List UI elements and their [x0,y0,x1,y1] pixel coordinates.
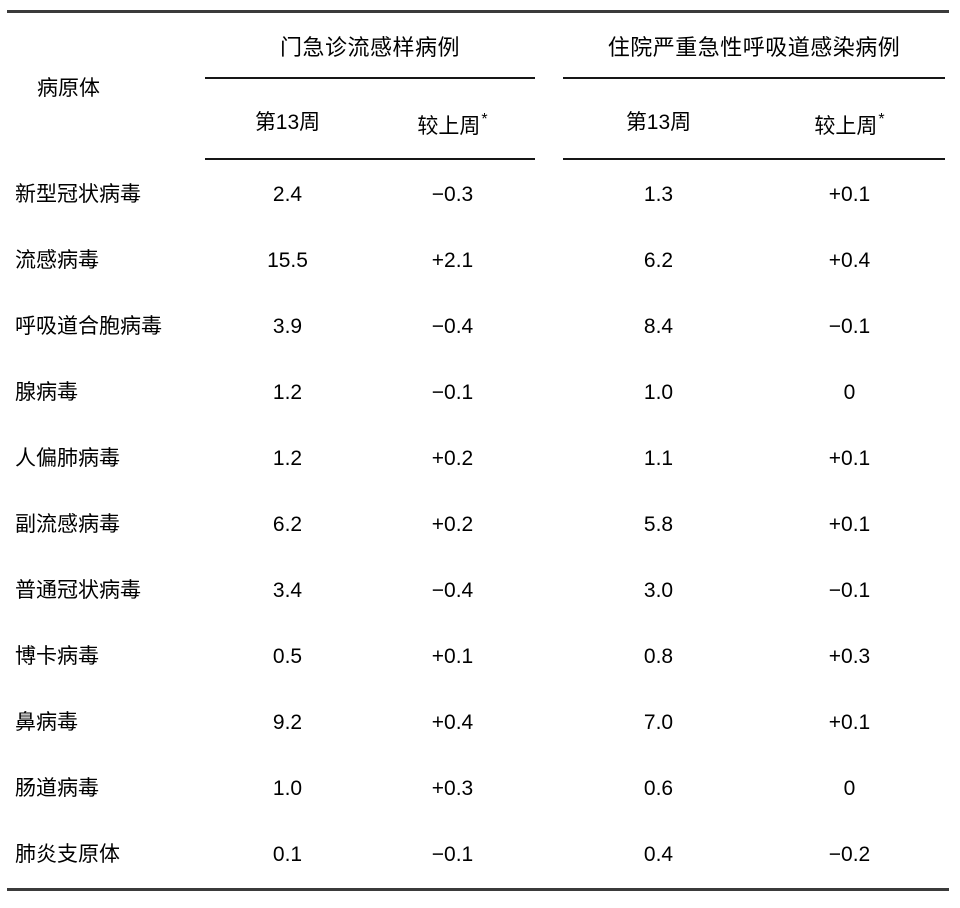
ili-change-value: +0.4 [431,711,474,734]
footnote-asterisk: * [878,111,885,128]
sari-change-value: +0.3 [828,645,871,668]
ili-change-value: −0.4 [431,579,474,602]
col-header-sari-week13: 第13周 [625,111,692,134]
ili-change-value: −0.3 [431,183,474,206]
sari-week13-value: 0.6 [643,777,674,800]
pathogen-name: 人偏肺病毒 [15,447,120,470]
ili-change-value: +0.2 [431,447,474,470]
sari-change-value: +0.1 [828,183,871,206]
pathogen-name: 副流感病毒 [15,513,120,536]
table-row: 流感病毒 15.5 +2.1 6.2 +0.4 [10,228,945,294]
pathogen-name: 肺炎支原体 [15,843,120,866]
sari-change-value: +0.1 [828,447,871,470]
pathogen-column-header: 病原体 [37,77,100,100]
ili-change-value: +0.3 [431,777,474,800]
sari-week13-value: 6.2 [643,249,674,272]
ili-week13-value: 3.9 [272,315,303,338]
table-row: 新型冠状病毒 2.4 −0.3 1.3 +0.1 [10,162,945,228]
ili-change-value: +0.2 [431,513,474,536]
group-underline-ili [205,77,535,79]
table-row: 鼻病毒 9.2 +0.4 7.0 +0.1 [10,690,945,756]
ili-week13-value: 9.2 [272,711,303,734]
col-header-ili-week13: 第13周 [254,111,321,134]
table-row: 普通冠状病毒 3.4 −0.4 3.0 −0.1 [10,558,945,624]
col-header-ili-change: 较上周* [370,111,535,141]
table-body: 新型冠状病毒 2.4 −0.3 1.3 +0.1 流感病毒 15.5 +2.1 … [10,162,945,888]
ili-change-value: +0.1 [431,645,474,668]
ili-change-value: +2.1 [431,249,474,272]
group-header-sari: 住院严重急性呼吸道感染病例 [607,35,901,60]
sari-change-value: 0 [843,381,856,404]
pathogen-name: 腺病毒 [15,381,78,404]
table-row: 博卡病毒 0.5 +0.1 0.8 +0.3 [10,624,945,690]
pathogen-name: 流感病毒 [15,249,99,272]
subheader-underline-ili [205,158,535,160]
sari-week13-value: 8.4 [643,315,674,338]
pathogen-name: 鼻病毒 [15,711,78,734]
pathogen-name: 新型冠状病毒 [15,183,141,206]
col-header-sari-change: 较上周* [754,111,945,141]
ili-change-value: −0.4 [431,315,474,338]
ili-change-value: −0.1 [431,381,474,404]
ili-week13-value: 6.2 [272,513,303,536]
sari-week13-value: 3.0 [643,579,674,602]
table-top-rule [7,10,949,13]
sari-week13-value: 1.3 [643,183,674,206]
sari-change-value: 0 [843,777,856,800]
ili-week13-value: 2.4 [272,183,303,206]
subheader-underline-sari [563,158,945,160]
sari-change-value: +0.4 [828,249,871,272]
ili-week13-value: 15.5 [267,249,308,272]
change-label: 较上周 [814,115,878,138]
ili-week13-value: 3.4 [272,579,303,602]
ili-week13-value: 0.1 [272,843,303,866]
sari-week13-value: 1.1 [643,447,674,470]
ili-change-value: −0.1 [431,843,474,866]
ili-week13-value: 1.2 [272,447,303,470]
pathogen-name: 呼吸道合胞病毒 [15,315,162,338]
ili-week13-value: 1.2 [272,381,303,404]
table-row: 呼吸道合胞病毒 3.9 −0.4 8.4 −0.1 [10,294,945,360]
pathogen-name: 肠道病毒 [15,777,99,800]
table-row: 人偏肺病毒 1.2 +0.2 1.1 +0.1 [10,426,945,492]
sari-week13-value: 1.0 [643,381,674,404]
sari-change-value: +0.1 [828,513,871,536]
ili-week13-value: 1.0 [272,777,303,800]
sari-change-value: +0.1 [828,711,871,734]
sari-week13-value: 5.8 [643,513,674,536]
pathogen-name: 博卡病毒 [15,645,99,668]
table-row: 副流感病毒 6.2 +0.2 5.8 +0.1 [10,492,945,558]
sari-week13-value: 7.0 [643,711,674,734]
sari-change-value: −0.1 [828,579,871,602]
group-header-ili: 门急诊流感样病例 [279,35,460,60]
sari-week13-value: 0.4 [643,843,674,866]
ili-week13-value: 0.5 [272,645,303,668]
footnote-asterisk: * [481,111,488,128]
table-row: 肠道病毒 1.0 +0.3 0.6 0 [10,756,945,822]
group-underline-sari [563,77,945,79]
table-row: 肺炎支原体 0.1 −0.1 0.4 −0.2 [10,822,945,888]
change-label: 较上周 [417,115,481,138]
pathogen-name: 普通冠状病毒 [15,579,141,602]
table-bottom-rule [7,888,949,891]
table-row: 腺病毒 1.2 −0.1 1.0 0 [10,360,945,426]
sari-change-value: −0.2 [828,843,871,866]
sari-change-value: −0.1 [828,315,871,338]
sari-week13-value: 0.8 [643,645,674,668]
